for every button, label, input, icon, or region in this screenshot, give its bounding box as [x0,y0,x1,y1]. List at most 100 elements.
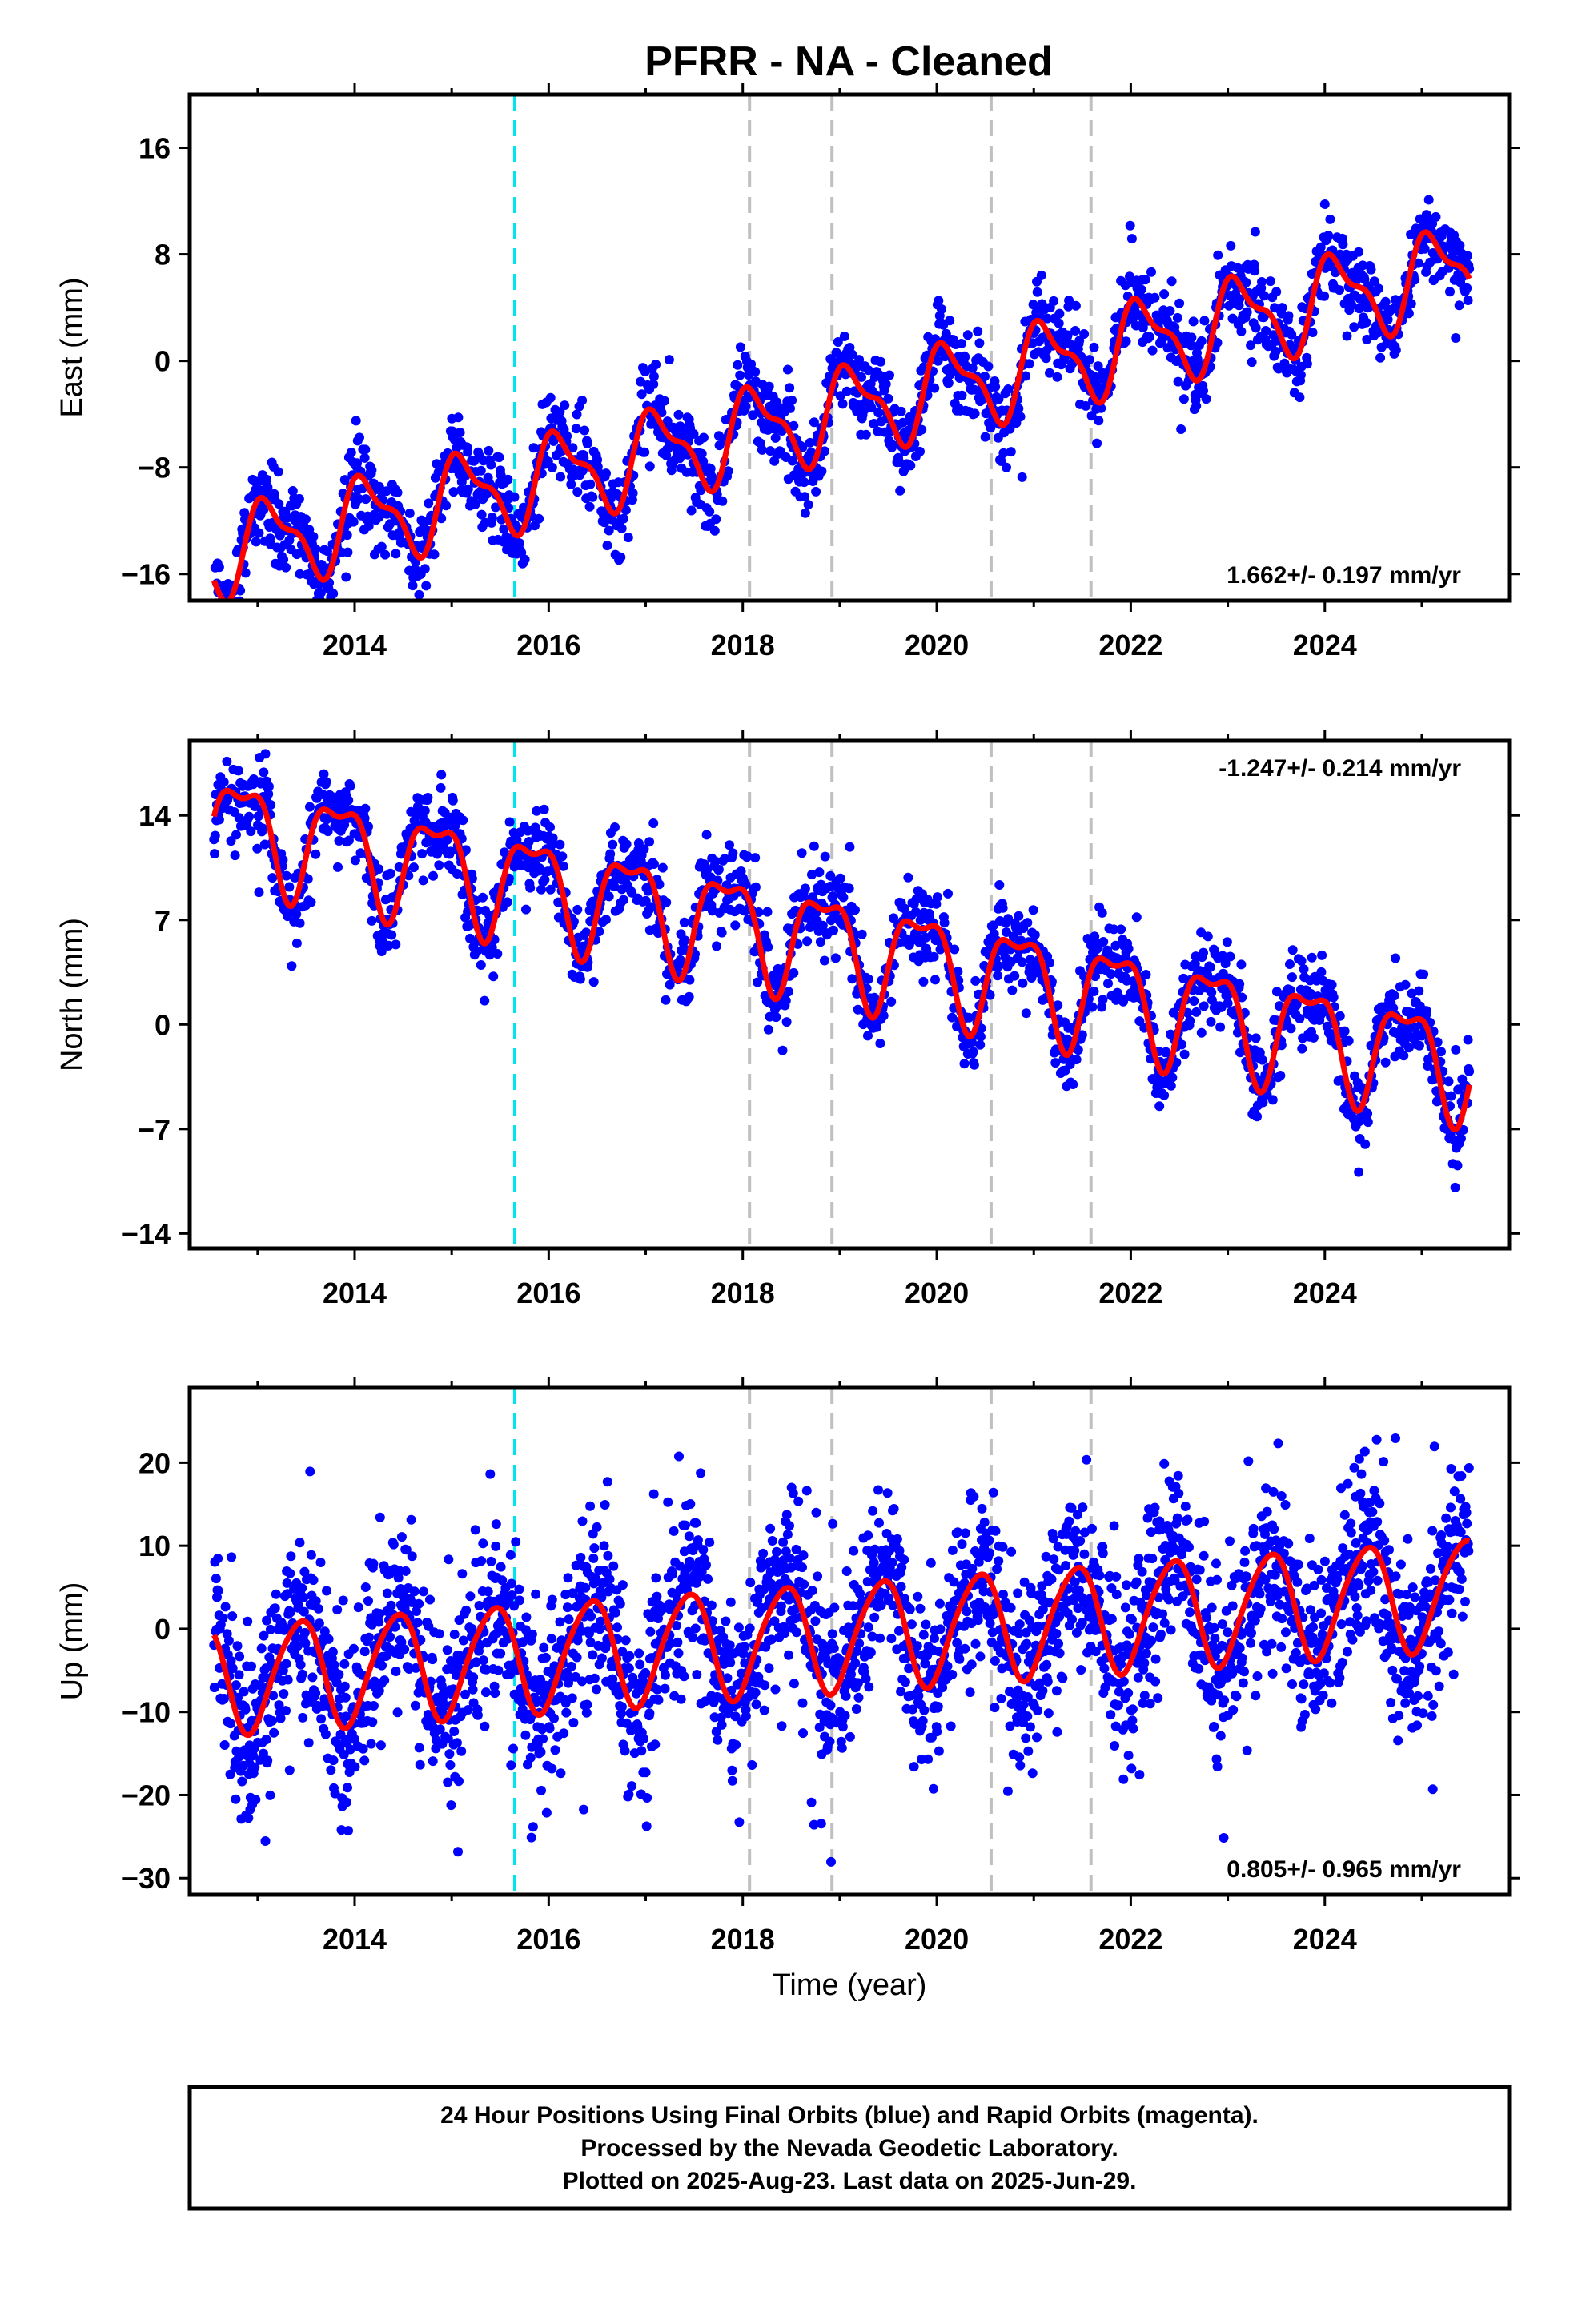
data-point [608,839,618,850]
data-point [375,1609,385,1618]
data-point [872,1022,881,1032]
data-point [895,485,905,496]
data-point [584,501,595,512]
data-point [240,1704,251,1715]
data-point [452,1738,462,1748]
data-point [235,585,246,596]
data-point [480,995,490,1006]
data-point [616,1702,627,1712]
data-point [685,1499,696,1509]
data-point [323,1634,334,1644]
data-point [536,884,546,895]
data-point [601,468,611,479]
data-point [503,474,513,485]
data-point [446,1800,456,1811]
data-point [572,487,583,497]
data-point [303,1738,314,1748]
data-point [534,513,544,524]
data-point [585,1637,596,1647]
data-point [969,1059,979,1070]
data-point [520,554,530,565]
data-point [307,1672,318,1683]
data-point [785,383,795,393]
data-point [363,822,373,832]
data-point [358,1743,368,1754]
data-point [404,508,415,518]
data-point [468,1672,479,1683]
data-point [705,506,715,517]
data-point [711,1727,721,1737]
data-point [1141,970,1151,979]
data-point [588,1650,598,1660]
data-point [298,1712,308,1723]
data-point [1250,227,1260,237]
data-point [380,549,391,560]
data-point [227,1611,238,1622]
data-point [1283,311,1294,321]
data-point [319,1626,330,1637]
data-point [1287,945,1298,955]
data-point [829,925,838,935]
data-point [705,464,716,474]
data-point [1391,345,1401,356]
data-point [539,1642,549,1653]
data-point [616,1709,626,1719]
data-point [259,1630,269,1641]
data-point [436,513,447,524]
data-point [1464,1066,1475,1076]
data-point [675,955,685,965]
data-point [295,569,305,579]
data-point [345,1744,355,1755]
data-point [1276,1040,1287,1051]
data-point [559,1728,569,1739]
data-point [857,372,866,382]
data-point [1223,998,1233,1008]
data-point [313,1603,323,1614]
data-point [476,509,487,520]
data-point [1286,1023,1296,1034]
data-point [440,1701,450,1711]
data-point [741,879,751,890]
x-tick-label: 2014 [323,1277,387,1309]
data-point [1186,340,1196,351]
data-point [624,1789,634,1799]
data-point [628,488,638,498]
y-tick-label: 7 [155,904,171,937]
data-point [484,445,494,456]
data-point [1380,296,1391,307]
data-point [532,1695,542,1706]
data-point [1373,328,1383,338]
data-point [387,930,397,940]
data-point [392,1707,403,1718]
data-point [815,937,825,947]
data-point [420,564,430,574]
data-point [1003,384,1014,394]
data-point [285,1607,295,1618]
data-point [709,525,720,536]
data-point [210,830,220,841]
data-point [383,940,394,951]
data-point [263,789,274,799]
data-point [237,1776,247,1787]
data-point [244,811,255,822]
x-tick-label: 2020 [905,629,969,661]
data-point [209,1683,219,1693]
data-point [1271,987,1282,997]
data-point [838,892,849,903]
data-point [557,851,568,862]
x-tick-label: 2024 [1293,1277,1357,1309]
data-points [209,741,1475,1192]
data-point [562,1602,572,1613]
data-point [406,1514,416,1525]
data-point [713,864,724,875]
data-point [225,1769,235,1779]
data-point [478,892,488,903]
data-point [547,1763,557,1774]
data-point [400,1644,410,1655]
data-point [1030,930,1040,940]
y-tick-label: 16 [139,132,171,165]
data-point [463,484,473,494]
data-point [465,933,475,943]
data-point [998,903,1008,913]
